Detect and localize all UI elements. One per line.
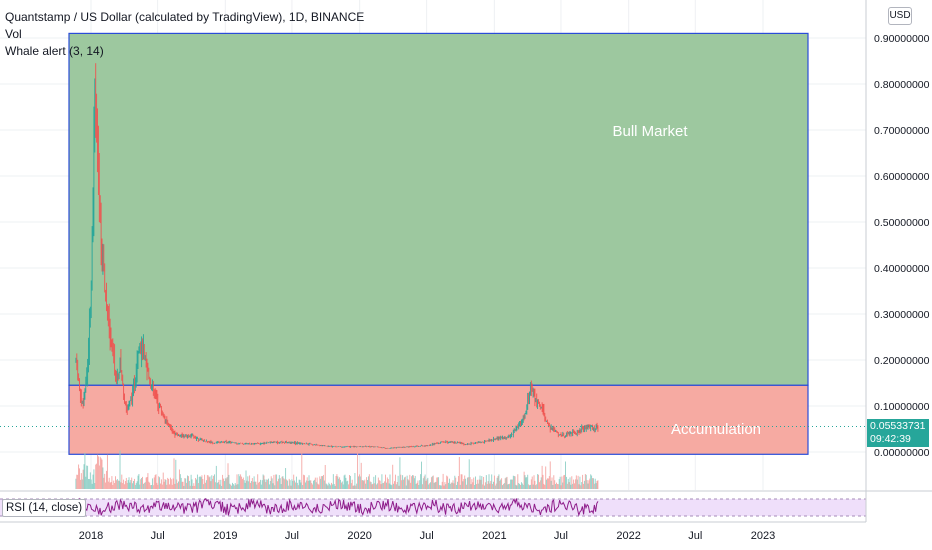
y-tick-label: 0.80000000 [874, 79, 930, 91]
current-price-value: 0.05533731 [870, 420, 926, 432]
zone-bull-market[interactable] [68, 32, 809, 386]
x-tick-label: Jul [688, 530, 702, 542]
y-tick-label: 0.60000000 [874, 171, 930, 183]
y-tick-label: 0.30000000 [874, 309, 930, 321]
y-tick-label: 0.10000000 [874, 401, 930, 413]
rsi-line [69, 497, 599, 517]
y-tick-label: 0.90000000 [874, 33, 930, 45]
y-tick-label: 0.70000000 [874, 125, 930, 137]
x-tick-label: 2023 [751, 530, 775, 542]
chart-legend: Quantstamp / US Dollar (calculated by Tr… [5, 9, 364, 60]
x-tick-label: Jul [554, 530, 568, 542]
rsi-indicator-label[interactable]: RSI (14, close) [2, 499, 87, 517]
x-tick-label: 2021 [482, 530, 506, 542]
volume-indicator-label[interactable]: Vol [5, 27, 22, 41]
y-tick-label: 0.00000000 [874, 447, 930, 459]
rsi-pane [0, 490, 932, 517]
x-tick-label: 2022 [616, 530, 640, 542]
y-tick-label: 0.40000000 [874, 263, 930, 275]
zone-label: Bull Market [612, 123, 688, 140]
y-tick-label: 0.20000000 [874, 355, 930, 367]
y-tick-label: 0.50000000 [874, 217, 930, 229]
x-tick-label: 2020 [347, 530, 371, 542]
current-price-tag: 0.05533731 09:42:39 [867, 419, 929, 447]
currency-button[interactable]: USD [888, 7, 912, 25]
zone-label: Accumulation [671, 421, 761, 438]
x-tick-label: Jul [285, 530, 299, 542]
x-tick-label: Jul [420, 530, 434, 542]
symbol-title[interactable]: Quantstamp / US Dollar (calculated by Tr… [5, 10, 365, 24]
x-tick-label: 2019 [213, 530, 237, 542]
rsi-band [0, 499, 866, 516]
x-tick-label: Jul [151, 530, 165, 542]
zones: Bull Market Accumulation [68, 32, 809, 455]
x-tick-label: 2018 [79, 530, 103, 542]
price-series [0, 63, 866, 449]
bar-countdown: 09:42:39 [870, 433, 911, 445]
volume-bars [75, 450, 599, 489]
whale-alert-indicator-label[interactable]: Whale alert (3, 14) [5, 44, 104, 58]
